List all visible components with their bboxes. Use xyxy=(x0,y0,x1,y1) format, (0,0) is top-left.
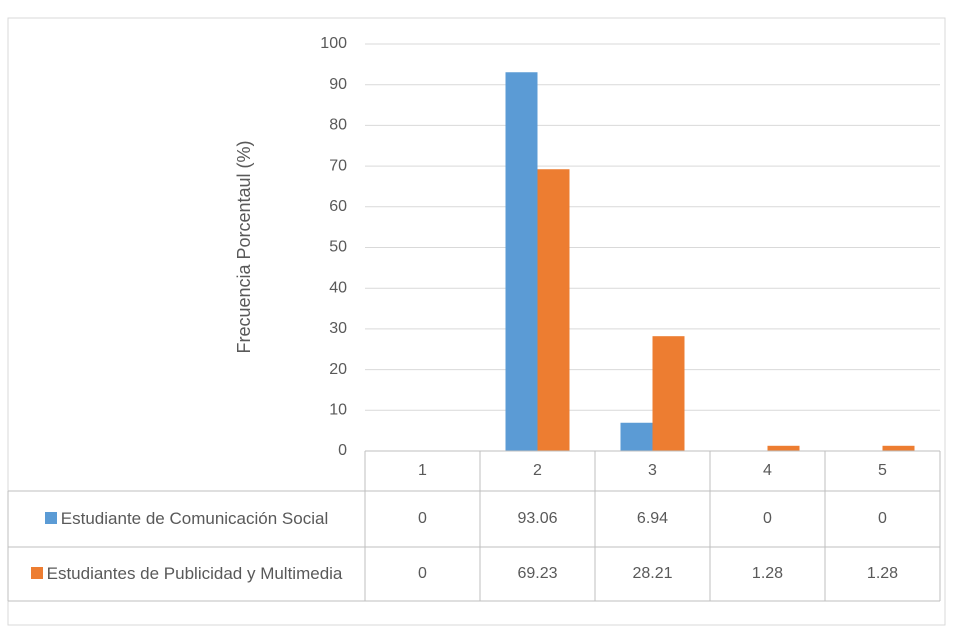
legend-label: Estudiante de Comunicación Social xyxy=(60,509,329,528)
legend-key xyxy=(30,567,43,579)
x-tick-label: 3 xyxy=(648,462,657,479)
legend-entry: Estudiante de Comunicación Social xyxy=(8,491,365,547)
table-value: 6.94 xyxy=(637,510,668,527)
y-tick-label: 20 xyxy=(329,361,347,378)
table-value: 1.28 xyxy=(867,565,898,582)
bar xyxy=(505,72,538,452)
chart-border xyxy=(7,17,946,626)
x-tick-label: 2 xyxy=(533,462,542,479)
y-tick-label: 60 xyxy=(329,198,347,215)
legend-item: Estudiante de Comunicación Social xyxy=(44,508,329,530)
x-tick-label: 5 xyxy=(878,462,887,479)
y-tick-label: 70 xyxy=(329,157,347,174)
table-value: 0 xyxy=(418,510,427,527)
y-tick-label: 50 xyxy=(329,239,347,256)
y-tick-label: 80 xyxy=(329,117,347,134)
table-value: 69.23 xyxy=(517,565,557,582)
table-value: 0 xyxy=(878,510,887,527)
legend-key xyxy=(44,512,57,524)
legend-cell: Estudiantes de Publicidad y Multimedia xyxy=(8,547,365,601)
y-tick-label: 90 xyxy=(329,76,347,93)
y-tick-label: 30 xyxy=(329,320,347,337)
bar xyxy=(620,422,653,451)
legend-item: Estudiantes de Publicidad y Multimedia xyxy=(30,563,343,585)
y-tick-label: 40 xyxy=(329,279,347,296)
y-tick-label: 100 xyxy=(320,35,347,52)
legend-cell: Estudiante de Comunicación Social xyxy=(8,491,365,547)
table-value: 28.21 xyxy=(632,565,672,582)
x-tick-label: 1 xyxy=(418,462,427,479)
table-value: 0 xyxy=(763,510,772,527)
legend-entry: Estudiantes de Publicidad y Multimedia xyxy=(8,547,365,601)
table-value: 0 xyxy=(418,565,427,582)
bar xyxy=(767,445,800,451)
y-axis-title: Frecuencia Porcentaul (%) xyxy=(234,140,254,353)
x-tick-label: 4 xyxy=(763,462,772,479)
table-value: 1.28 xyxy=(752,565,783,582)
bar xyxy=(652,336,685,451)
bar xyxy=(537,169,570,452)
table-value: 93.06 xyxy=(517,510,557,527)
y-tick-label: 10 xyxy=(329,402,347,419)
bar xyxy=(882,445,915,451)
y-tick-label: 0 xyxy=(338,442,347,459)
legend-label: Estudiantes de Publicidad y Multimedia xyxy=(46,564,343,583)
